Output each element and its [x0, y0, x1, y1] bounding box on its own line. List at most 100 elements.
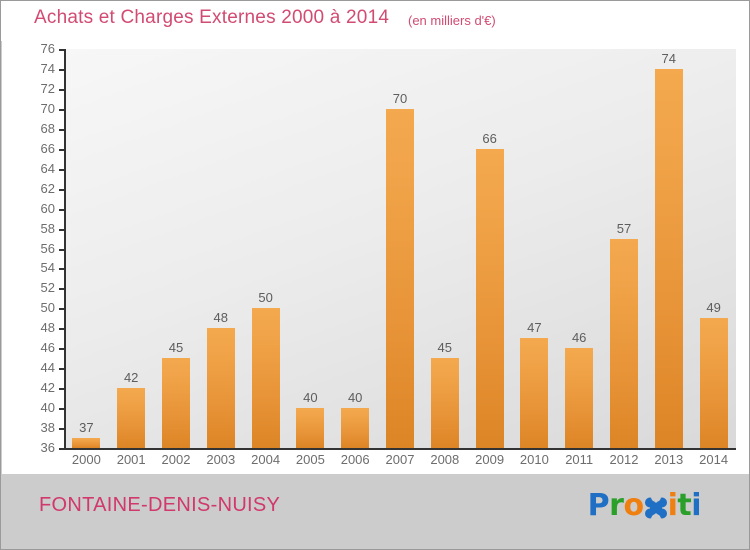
y-axis-tick-label: 64	[40, 160, 55, 176]
bar[interactable]	[72, 438, 101, 448]
bar[interactable]	[565, 348, 594, 448]
proxiti-logo[interactable]: Pro iti	[587, 488, 702, 523]
bar[interactable]	[654, 68, 683, 448]
bar-slot: 37	[64, 49, 109, 448]
bar-slot: 70	[378, 49, 423, 448]
bar[interactable]	[161, 358, 190, 448]
bar-value-label: 45	[168, 340, 184, 356]
y-axis-tick: 50	[2, 300, 64, 315]
title-bar: Achats et Charges Externes 2000 à 2014 (…	[1, 1, 749, 41]
y-axis-tick-mark	[59, 168, 64, 171]
y-axis-tick: 40	[2, 400, 64, 415]
x-axis-tick-label: 2010	[519, 452, 549, 467]
y-axis-tick-mark	[59, 128, 64, 131]
bar-slot: 42	[109, 49, 154, 448]
bar-value-label: 47	[527, 320, 542, 336]
x-axis-tick-label: 2012	[609, 452, 639, 467]
y-axis-tick-mark	[59, 328, 64, 331]
y-axis-tick: 74	[2, 61, 64, 76]
y-axis-tick-label: 70	[40, 100, 55, 116]
x-axis-tick-label: 2007	[385, 452, 415, 467]
bar-slot: 45	[422, 49, 467, 448]
x-axis: 2000 2001 2002 2003 2004 2005 2006 2007 2008 2009…	[64, 452, 736, 472]
bar-slot: 50	[243, 49, 288, 448]
y-axis-tick-label: 38	[40, 420, 55, 436]
y-axis-tick-label: 76	[40, 41, 55, 56]
bar-value-label: 50	[258, 290, 273, 306]
y-axis-tick-mark	[59, 448, 64, 450]
logo-letter-x-icon	[644, 492, 668, 522]
logo-letter-o-2: o	[623, 488, 644, 523]
y-axis-tick: 66	[2, 141, 64, 156]
bar[interactable]	[251, 308, 280, 448]
y-axis-tick-label: 68	[40, 120, 55, 136]
bar[interactable]	[609, 238, 638, 448]
y-axis-tick-mark	[59, 368, 64, 371]
bar[interactable]	[117, 388, 146, 448]
x-axis-tick-label: 2011	[565, 452, 594, 467]
y-axis-tick-label: 66	[40, 140, 55, 156]
y-axis-tick: 76	[2, 41, 64, 56]
bar[interactable]	[341, 408, 370, 448]
bar-value-label: 40	[303, 390, 318, 406]
bar-slot: 45	[154, 49, 199, 448]
bar-value-label: 49	[706, 300, 721, 316]
bar[interactable]	[475, 148, 504, 448]
y-axis-tick: 72	[2, 81, 64, 96]
y-axis-tick: 46	[2, 340, 64, 355]
bar-value-label: 46	[571, 330, 587, 346]
y-axis-tick-mark	[59, 68, 64, 71]
bar-value-label: 42	[123, 370, 139, 386]
logo-letter-p-0: P	[587, 488, 610, 523]
y-axis-tick-label: 56	[40, 240, 55, 256]
y-axis-tick-label: 48	[40, 320, 55, 336]
bar-slot: 74	[646, 49, 691, 448]
bar[interactable]	[296, 408, 325, 448]
y-axis-tick-label: 52	[40, 280, 55, 296]
x-axis-tick-label: 2003	[206, 452, 236, 467]
y-axis-tick-mark	[59, 388, 64, 391]
x-axis-tick-label: 2001	[116, 452, 146, 467]
bar-slot: 48	[198, 49, 243, 448]
y-axis-tick: 58	[2, 221, 64, 236]
y-axis-tick: 52	[2, 280, 64, 295]
y-axis-tick-mark	[59, 188, 64, 191]
y-axis-tick-mark	[59, 208, 64, 211]
y-axis-tick-mark	[59, 49, 64, 51]
y-axis-tick: 68	[2, 121, 64, 136]
bar[interactable]	[430, 358, 459, 448]
y-axis-tick-label: 50	[40, 300, 55, 316]
y-axis-tick-label: 72	[40, 80, 55, 96]
y-axis-tick-label: 44	[40, 360, 55, 376]
x-axis-tick-label: 2000	[71, 452, 101, 467]
bar[interactable]	[206, 328, 235, 448]
y-axis-tick: 70	[2, 101, 64, 116]
y-axis-tick-mark	[59, 408, 64, 411]
y-axis-tick-mark	[59, 108, 64, 111]
y-axis-tick-mark	[59, 268, 64, 271]
bar-value-label: 57	[616, 220, 632, 236]
bar-value-label: 37	[79, 420, 94, 436]
bar-slot: 66	[467, 49, 512, 448]
x-axis-tick-label: 2006	[340, 452, 370, 467]
x-axis-tick-label: 2014	[699, 452, 729, 467]
bar-value-label: 74	[661, 50, 677, 66]
x-axis-tick-label: 2002	[161, 452, 191, 467]
y-axis-tick-mark	[59, 88, 64, 91]
y-axis-tick: 62	[2, 181, 64, 196]
y-axis-tick-label: 46	[40, 340, 55, 356]
bar[interactable]	[385, 108, 414, 448]
y-axis-tick-mark	[59, 348, 64, 351]
y-axis-tick-mark	[59, 308, 64, 311]
bar-slot: 40	[333, 49, 378, 448]
bar-series: 37 42 45 48 50 40 40 70 45 66 47 46 57 74 49	[64, 49, 736, 448]
bar-slot: 57	[602, 49, 647, 448]
bar-slot: 49	[691, 49, 736, 448]
bar-slot: 47	[512, 49, 557, 448]
bar[interactable]	[699, 318, 728, 448]
x-axis-tick-label: 2004	[251, 452, 281, 467]
y-axis-tick-mark	[59, 148, 64, 151]
chart-area: 36 38 40 42 44 46 48 50 52 54 56 58 60 62 64 66 68 70 72 74…	[2, 40, 749, 474]
bar[interactable]	[520, 338, 549, 448]
y-axis-tick: 44	[2, 360, 64, 375]
